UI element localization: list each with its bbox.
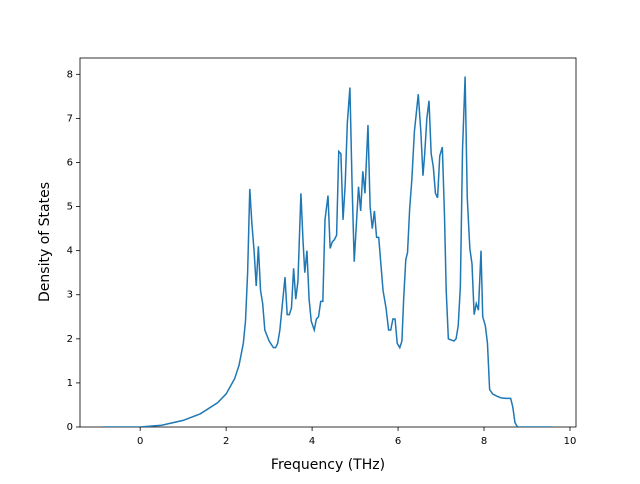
- y-tick-label: 4: [67, 246, 73, 257]
- x-tick-label: 2: [223, 436, 229, 447]
- x-axis-label: Frequency (THz): [271, 457, 385, 473]
- y-tick-label: 7: [67, 113, 73, 124]
- y-tick-label: 6: [67, 157, 73, 168]
- plot-frame: [79, 57, 577, 428]
- y-axis-label: Density of States: [37, 182, 53, 302]
- y-tick-label: 1: [67, 378, 73, 389]
- y-tick-label: 8: [67, 69, 73, 80]
- y-tick-label: 3: [67, 290, 73, 301]
- x-tick-label: 0: [137, 436, 143, 447]
- x-tick-label: 10: [564, 436, 577, 447]
- x-tick-label: 6: [395, 436, 401, 447]
- dos-line: [102, 76, 553, 427]
- x-tick-label: 4: [309, 436, 315, 447]
- x-tick-label: 8: [481, 436, 487, 447]
- y-tick-label: 5: [67, 202, 73, 213]
- y-tick-label: 0: [67, 422, 73, 433]
- y-tick-label: 2: [67, 334, 73, 345]
